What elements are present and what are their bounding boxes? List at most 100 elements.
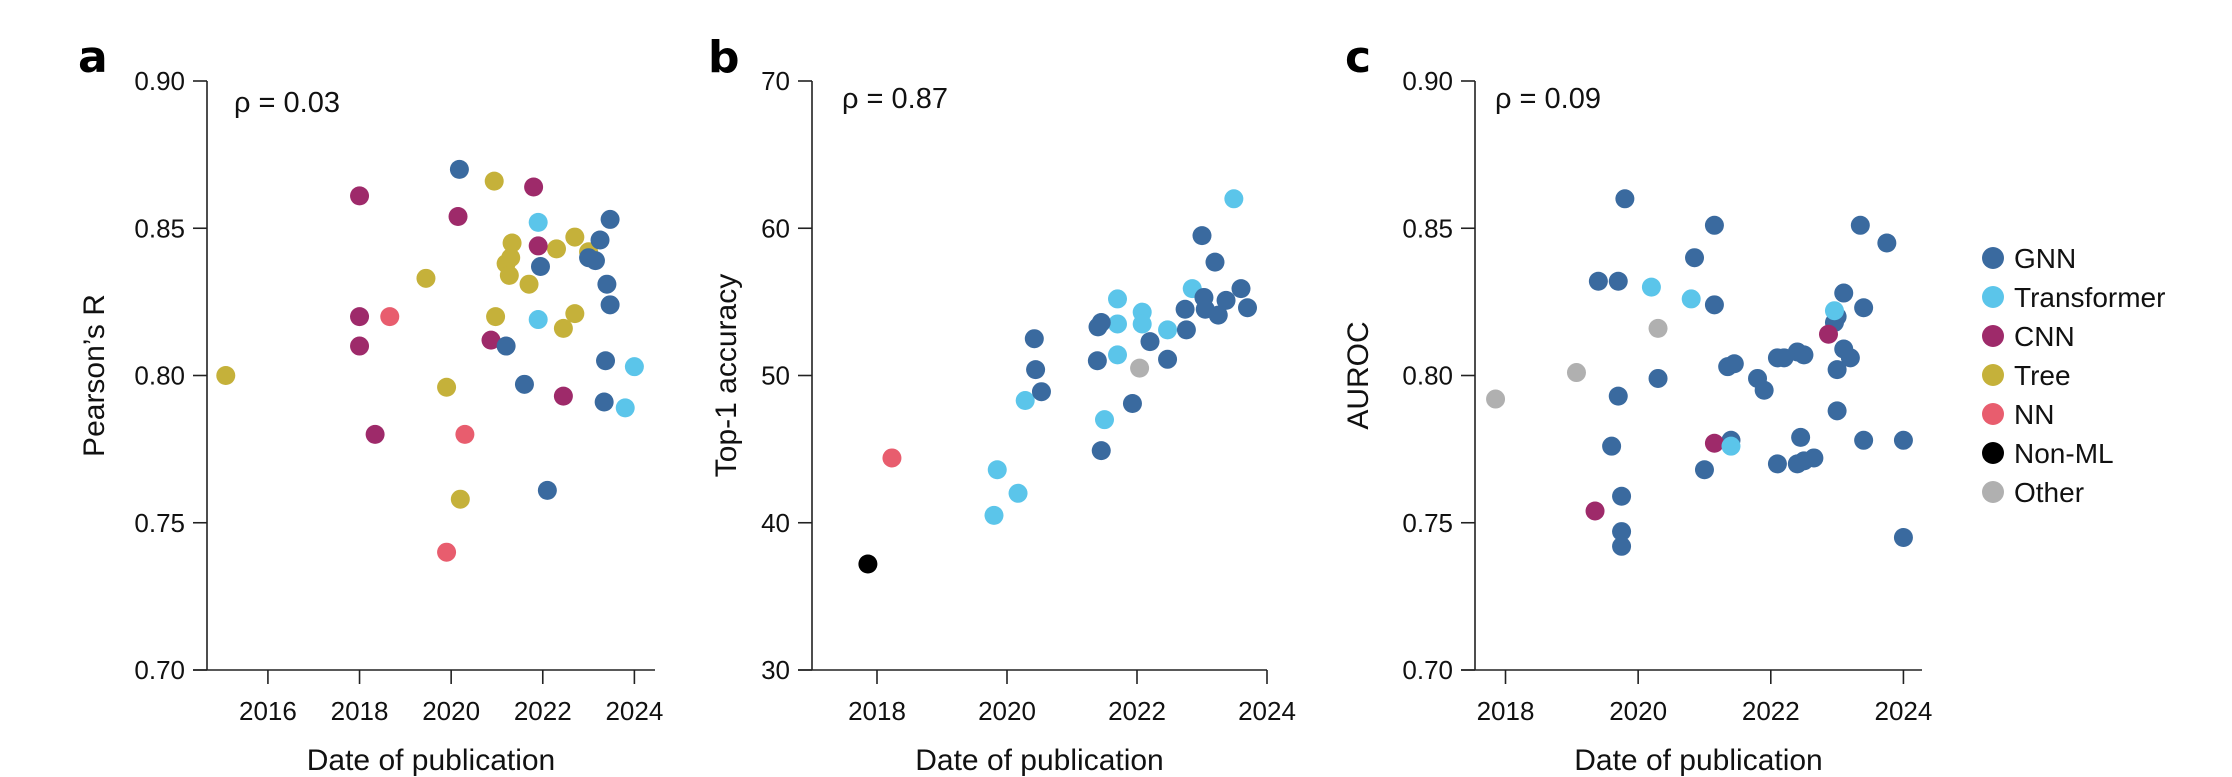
data-point-tree — [565, 304, 585, 324]
x-tick-label: 2018 — [848, 696, 906, 726]
legend-item: Transformer — [1982, 282, 2165, 313]
data-point-nn — [380, 307, 400, 327]
data-point-gnn — [1192, 226, 1212, 246]
data-point-transformer — [1224, 189, 1244, 209]
x-tick-label: 2022 — [1108, 696, 1166, 726]
legend-swatch — [1982, 442, 2004, 464]
correlation-annotation: ρ = 0.87 — [842, 83, 948, 115]
data-point-other — [1130, 358, 1150, 378]
data-point-gnn — [1231, 279, 1251, 299]
data-point-nn — [437, 542, 457, 562]
legend-swatch — [1982, 247, 2004, 269]
data-point-gnn — [1685, 248, 1705, 268]
data-point-gnn — [1091, 312, 1111, 332]
x-tick-label: 2022 — [1742, 696, 1800, 726]
data-point-tree — [216, 366, 236, 385]
y-tick-label: 70 — [761, 66, 790, 96]
data-point-gnn — [597, 274, 617, 294]
data-point-tree — [501, 248, 521, 268]
legend-label: Transformer — [2014, 282, 2165, 313]
x-tick-label: 2024 — [1875, 696, 1933, 726]
data-point-gnn — [1122, 393, 1142, 413]
data-point-transformer — [624, 357, 644, 377]
data-point-tree — [547, 239, 567, 259]
data-point-tree — [416, 268, 436, 288]
data-point-cnn — [524, 177, 544, 197]
panel-letter: a — [78, 32, 108, 83]
data-point-gnn — [1205, 252, 1225, 272]
data-point-transformer — [1015, 391, 1035, 411]
legend-item: Non-ML — [1982, 438, 2114, 469]
y-tick-label: 0.85 — [134, 213, 185, 243]
data-point-gnn — [1091, 441, 1111, 461]
x-axis-title: Date of publication — [915, 744, 1164, 777]
data-point-transformer — [528, 212, 548, 232]
legend-label: GNN — [2014, 243, 2076, 274]
legend-swatch — [1982, 286, 2004, 308]
data-point-transformer — [1108, 314, 1127, 334]
data-point-gnn — [1612, 486, 1632, 506]
data-point-gnn — [1827, 401, 1847, 421]
data-point-gnn — [1602, 436, 1622, 456]
data-point-cnn — [1704, 433, 1724, 453]
panel-letter: c — [1345, 32, 1371, 83]
data-point-tree — [450, 489, 470, 509]
data-point-gnn — [1767, 454, 1787, 474]
data-point-gnn — [1612, 522, 1632, 542]
data-point-gnn — [1827, 360, 1847, 380]
data-point-transformer — [1824, 301, 1844, 321]
legend-label: CNN — [2014, 321, 2075, 352]
data-point-gnn — [1024, 329, 1044, 349]
legend-swatch — [1982, 325, 2004, 347]
data-point-transformer — [984, 505, 1004, 525]
data-point-transformer — [1132, 314, 1152, 334]
data-point-tree — [553, 318, 573, 338]
data-point-gnn — [1026, 360, 1046, 380]
data-point-gnn — [1648, 368, 1668, 388]
data-point-gnn — [1893, 527, 1913, 547]
x-tick-label: 2024 — [1238, 696, 1296, 726]
data-point-gnn — [537, 480, 557, 500]
panel-c: c 0.70 0.75 0.80 0.85 0.90 2018 2020 2022 2024 Dat… — [1342, 32, 1932, 777]
y-axis-title: AUROC — [1342, 321, 1375, 429]
y-tick-label: 0.85 — [1402, 213, 1453, 243]
legend-label: NN — [2014, 399, 2054, 430]
data-point-gnn — [1588, 271, 1608, 291]
x-axis-title: Date of publication — [307, 744, 556, 777]
data-point-gnn — [1794, 345, 1814, 365]
data-point-tree — [486, 307, 506, 327]
data-point-tree — [565, 227, 585, 247]
x-tick-label: 2018 — [331, 696, 389, 726]
data-point-transformer — [615, 398, 635, 418]
data-point-gnn — [594, 392, 614, 412]
data-point-gnn — [1704, 295, 1724, 315]
x-tick-label: 2020 — [1609, 696, 1667, 726]
data-point-transformer — [1158, 320, 1178, 340]
data-point-cnn — [350, 336, 370, 356]
y-tick-label: 0.75 — [134, 508, 185, 538]
panel-letter: b — [708, 32, 740, 83]
panel-a: a 0.70 0.75 0.80 0.85 0.90 2016 2018 2020 2022 202… — [78, 32, 663, 777]
data-point-transformer — [1095, 410, 1114, 430]
data-point-gnn — [1612, 536, 1632, 556]
data-point-other — [1486, 389, 1506, 409]
data-point-tree — [519, 274, 539, 294]
legend-item: NN — [1982, 399, 2054, 430]
data-point-tree — [499, 265, 519, 285]
data-point-cnn — [1818, 324, 1838, 344]
data-point-gnn — [530, 257, 550, 277]
data-point-gnn — [596, 351, 616, 371]
y-tick-label: 60 — [761, 213, 790, 243]
data-point-gnn — [1238, 298, 1257, 318]
data-point-gnn — [496, 336, 516, 356]
x-tick-label: 2018 — [1477, 696, 1535, 726]
data-point-cnn — [1585, 501, 1605, 521]
data-point-cnn — [553, 386, 573, 406]
data-point-gnn — [1840, 348, 1860, 368]
x-tick-label: 2022 — [514, 696, 572, 726]
data-point-gnn — [590, 230, 610, 250]
data-point-gnn — [1834, 283, 1854, 303]
data-point-gnn — [1176, 320, 1196, 340]
legend-swatch — [1982, 403, 2004, 425]
